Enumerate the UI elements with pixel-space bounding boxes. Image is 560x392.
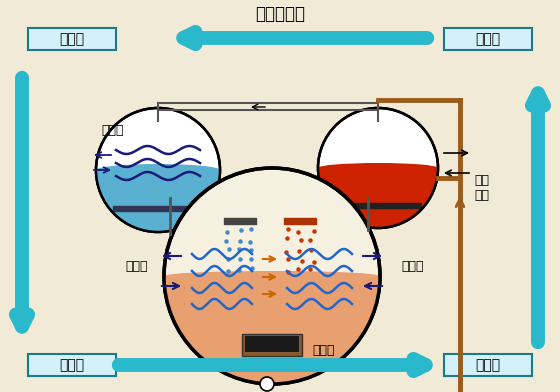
Bar bbox=[245, 336, 299, 352]
Text: 驱动
热源: 驱动 热源 bbox=[474, 174, 489, 202]
FancyBboxPatch shape bbox=[444, 28, 532, 50]
Ellipse shape bbox=[96, 164, 220, 176]
Circle shape bbox=[260, 377, 274, 391]
Text: 冷凝器: 冷凝器 bbox=[59, 32, 85, 46]
FancyBboxPatch shape bbox=[28, 28, 116, 50]
Bar bbox=[113, 206, 203, 211]
Text: 冷媒水: 冷媒水 bbox=[126, 260, 148, 272]
Bar bbox=[335, 203, 421, 208]
Wedge shape bbox=[318, 168, 438, 228]
Text: 发生器: 发生器 bbox=[475, 32, 501, 46]
Circle shape bbox=[96, 108, 220, 232]
Text: 冷却水: 冷却水 bbox=[102, 123, 124, 136]
Text: 冷却水: 冷却水 bbox=[402, 260, 424, 272]
Circle shape bbox=[318, 108, 438, 228]
FancyBboxPatch shape bbox=[28, 354, 116, 376]
Wedge shape bbox=[96, 170, 220, 232]
Ellipse shape bbox=[165, 271, 379, 281]
Wedge shape bbox=[165, 276, 379, 383]
Circle shape bbox=[164, 168, 380, 384]
Text: 制冷剂蒸汽: 制冷剂蒸汽 bbox=[255, 5, 305, 23]
Text: 蒸发器: 蒸发器 bbox=[59, 358, 85, 372]
Ellipse shape bbox=[318, 163, 438, 173]
Text: 溶液泵: 溶液泵 bbox=[312, 345, 335, 358]
Bar bbox=[242, 334, 302, 356]
Text: 吸收器: 吸收器 bbox=[475, 358, 501, 372]
FancyBboxPatch shape bbox=[444, 354, 532, 376]
